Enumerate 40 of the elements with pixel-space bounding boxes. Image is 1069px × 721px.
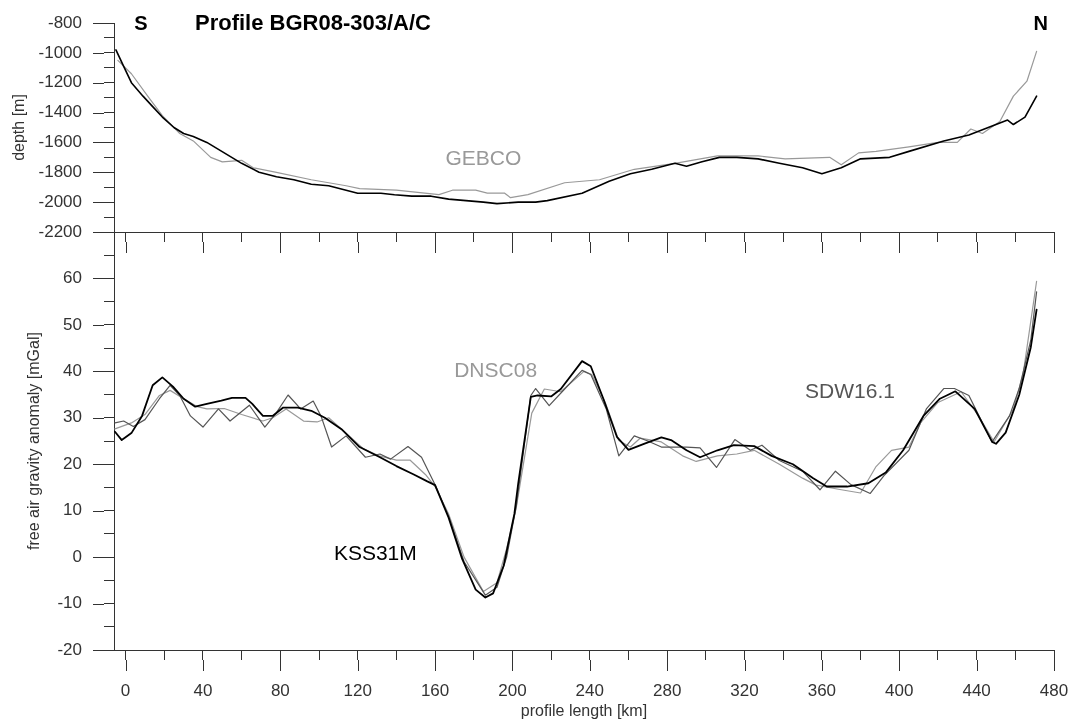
- y-tick-label: -1800: [38, 161, 82, 181]
- y-tick-label: -2000: [38, 191, 82, 211]
- x-tick-label: 160: [420, 680, 450, 700]
- x-tick-label: 400: [885, 680, 914, 700]
- y-tick-label: 10: [63, 500, 82, 520]
- y-tick-label: -1600: [38, 132, 82, 152]
- x-axis-title: profile length [km]: [520, 701, 648, 719]
- y-axis-title: free air gravity anomaly [mGal]: [25, 332, 43, 550]
- y-tick-label: -1200: [38, 72, 82, 92]
- series-label: KSS31M: [333, 540, 417, 564]
- y-tick-label: 40: [63, 361, 82, 381]
- x-tick-label: 440: [962, 680, 991, 700]
- y-tick-label: 60: [63, 268, 82, 288]
- annotation: S: [134, 11, 148, 34]
- x-tick-label: 200: [498, 680, 527, 700]
- y-axis-title: depth [m]: [10, 94, 28, 161]
- x-tick-label: 240: [575, 680, 604, 700]
- y-tick-label: 30: [63, 407, 82, 427]
- y-tick-label: 20: [63, 453, 82, 473]
- x-tick-label: 40: [193, 680, 213, 700]
- x-tick-label: 360: [807, 680, 837, 700]
- x-tick-label: 0: [120, 680, 131, 700]
- y-tick-label: -1000: [38, 42, 82, 62]
- series-label: GEBCO: [445, 145, 522, 169]
- x-tick-label: 320: [730, 680, 759, 700]
- annotation: N: [1033, 11, 1049, 34]
- y-tick-label: -800: [47, 12, 82, 32]
- x-tick-label: 280: [652, 680, 682, 700]
- y-tick-label: -10: [57, 593, 82, 613]
- chart-title: Profile BGR08-303/A/C: [195, 10, 432, 36]
- y-tick-label: 50: [63, 314, 82, 334]
- y-tick-label: -1400: [38, 102, 82, 122]
- x-tick-label: 480: [1039, 680, 1069, 700]
- series-label: DNSC08: [454, 357, 538, 381]
- y-tick-label: -2200: [38, 221, 82, 241]
- y-tick-label: 0: [72, 546, 82, 566]
- series-label: SDW16.1: [805, 378, 895, 402]
- x-tick-label: 80: [270, 680, 290, 700]
- x-tick-label: 120: [343, 680, 372, 700]
- y-tick-label: -20: [57, 639, 82, 659]
